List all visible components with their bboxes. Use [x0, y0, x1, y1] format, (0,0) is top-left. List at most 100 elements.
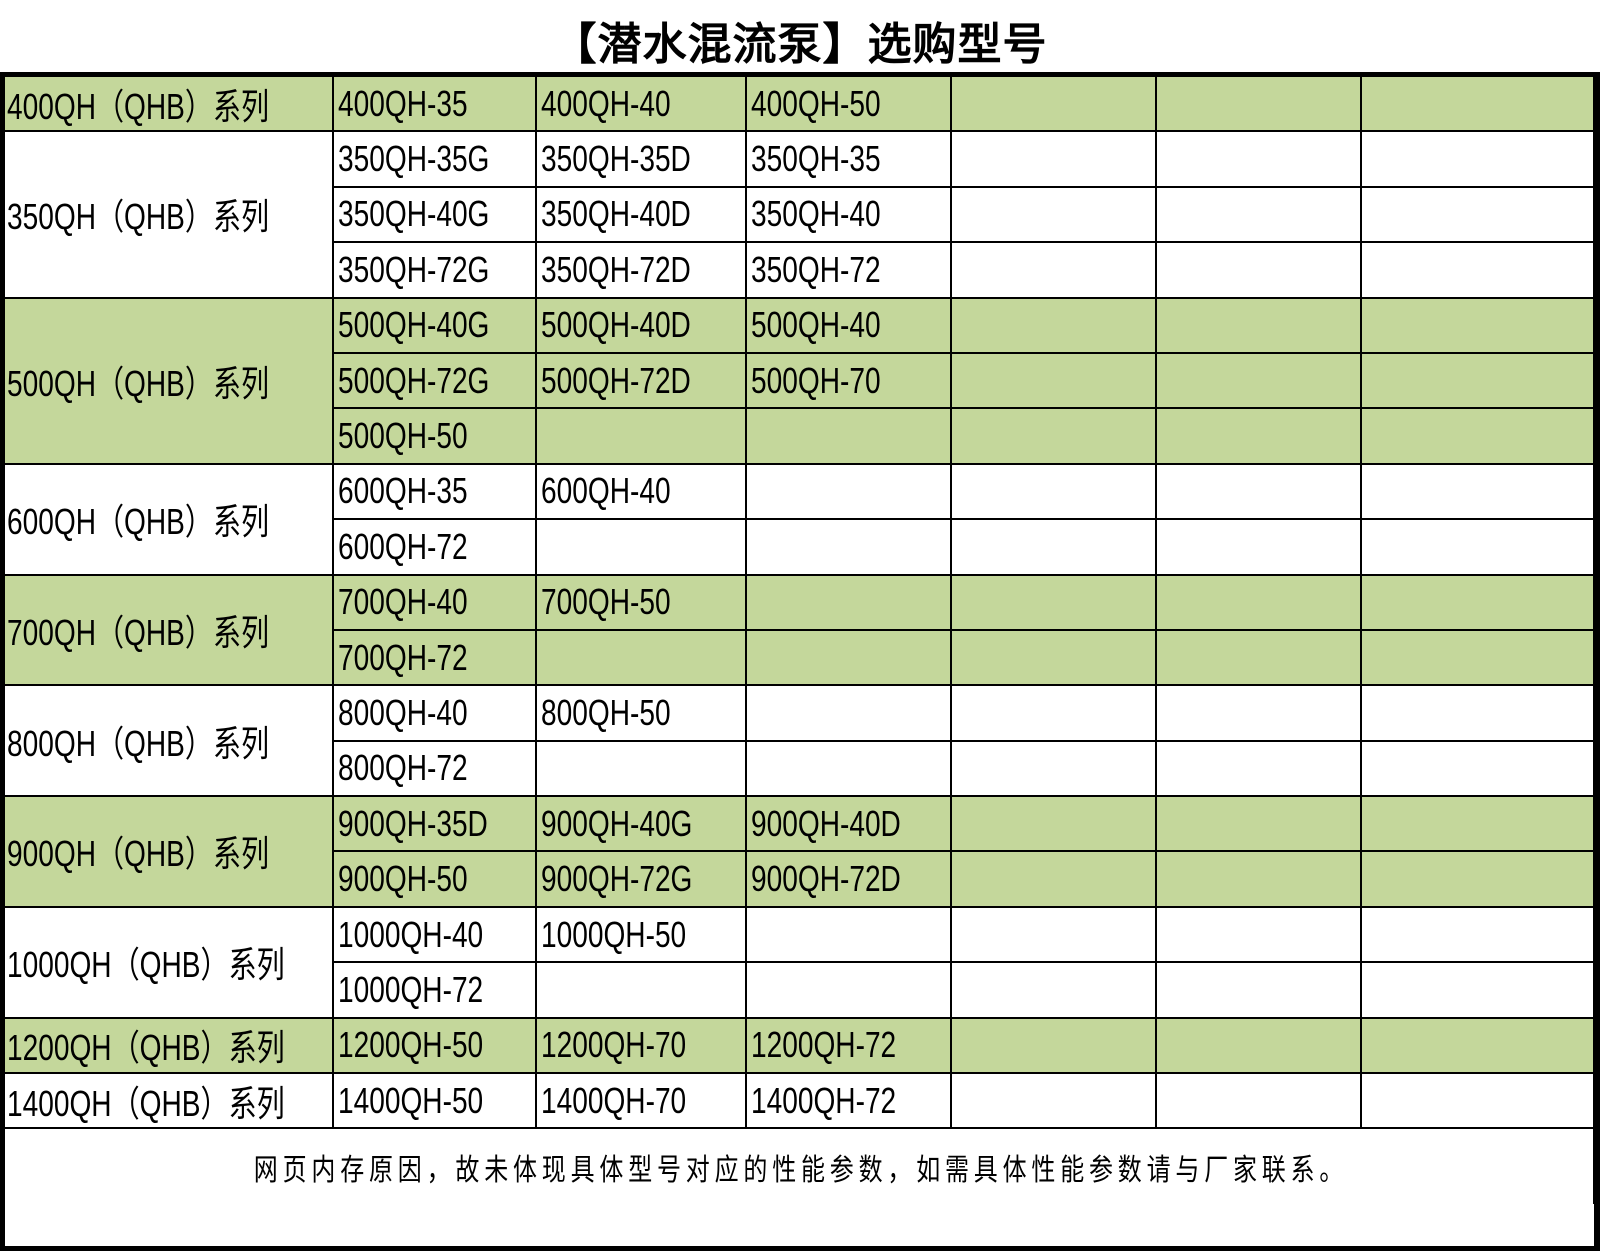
series-label: 800QH（QHB）系列: [5, 684, 334, 798]
series-label: 1200QH（QHB）系列: [5, 1016, 334, 1075]
model-cell: [1155, 628, 1362, 687]
model-name: 500QH-70: [751, 359, 881, 401]
table-row: 600QH-72: [5, 518, 1595, 576]
model-cell: [950, 241, 1157, 299]
model-cell: [1360, 1016, 1595, 1075]
series-label: 900QH（QHB）系列: [5, 795, 334, 908]
model-cell: 350QH-40D: [535, 185, 747, 244]
model-cell: [950, 518, 1157, 576]
table-row: 1200QH（QHB）系列 1200QH-50 1200QH-70 1200QH-72: [5, 1016, 1595, 1075]
model-name: 900QH-72G: [541, 858, 693, 900]
model-cell: 500QH-72G: [333, 351, 537, 410]
model-cell: [1155, 905, 1362, 964]
model-cell: 700QH-40: [332, 573, 537, 631]
series-label-text: 1400QH（QHB）系列: [7, 1082, 285, 1124]
model-cell: [1155, 462, 1362, 521]
model-cell: [950, 77, 1157, 133]
model-name: 500QH-50: [338, 415, 468, 457]
model-name: 600QH-40: [541, 470, 671, 512]
model-cell: 900QH-50: [333, 850, 537, 908]
model-cell: 900QH-35D: [332, 795, 537, 853]
model-cell: 1000QH-50: [535, 905, 747, 964]
model-cell: [1360, 905, 1595, 964]
model-cell: [1360, 241, 1595, 299]
model-cell: [950, 795, 1157, 853]
model-cell: 350QH-72G: [333, 241, 537, 299]
model-cell: 1000QH-40: [332, 905, 537, 964]
model-name: 1400QH-72: [751, 1079, 897, 1121]
model-cell: [950, 351, 1157, 410]
model-cell: [1360, 628, 1595, 687]
model-cell: [950, 684, 1157, 742]
model-name: 400QH-50: [751, 82, 881, 124]
model-cell: [1155, 518, 1362, 576]
model-name: 600QH-35: [338, 470, 468, 512]
model-name: 350QH-35G: [338, 138, 490, 180]
model-cell: [950, 407, 1157, 465]
model-name: 400QH-35: [338, 82, 468, 124]
model-cell: [535, 407, 747, 465]
table-row: 1400QH（QHB）系列 1400QH-50 1400QH-70 1400QH-72: [5, 1072, 1595, 1130]
series-label-text: 600QH（QHB）系列: [7, 501, 270, 543]
table-row: 500QH-50: [5, 407, 1595, 465]
model-cell: [950, 1016, 1157, 1075]
table-row: 500QH-72G 500QH-72D 500QH-70: [5, 351, 1595, 410]
model-cell: 800QH-72: [333, 739, 537, 798]
model-cell: [745, 961, 952, 1019]
model-cell: [1155, 850, 1362, 908]
model-name: 400QH-40: [541, 82, 671, 124]
model-cell: 350QH-35D: [535, 130, 747, 188]
series-label: 1400QH（QHB）系列: [5, 1072, 334, 1130]
model-name: 800QH-72: [338, 747, 468, 789]
model-cell: 700QH-72: [333, 628, 537, 687]
table-row: 700QH（QHB）系列 700QH-40 700QH-50: [5, 573, 1595, 687]
model-cell: 500QH-70: [745, 351, 952, 410]
model-cell: 1000QH-72: [333, 961, 537, 1019]
model-name: 900QH-40D: [751, 802, 901, 844]
model-cell: [950, 1072, 1157, 1130]
table-row: 900QH（QHB）系列 900QH-35D 900QH-40G 900QH-40D: [5, 795, 1595, 908]
model-name: 350QH-40G: [338, 193, 490, 235]
model-cell: [1155, 1072, 1362, 1130]
model-cell: [1155, 961, 1362, 1019]
model-cell: 400QH-40: [535, 77, 747, 133]
model-cell: [950, 961, 1157, 1019]
model-cell: [1360, 739, 1595, 798]
table-row: 500QH（QHB）系列 500QH-40G 500QH-40D 500QH-40: [5, 296, 1595, 465]
model-cell: 350QH-40: [745, 185, 952, 244]
model-cell: [1155, 739, 1362, 798]
model-cell: 600QH-40: [535, 462, 747, 521]
model-cell: 900QH-72G: [535, 850, 747, 908]
series-label-text: 900QH（QHB）系列: [7, 833, 270, 875]
model-name: 800QH-40: [338, 691, 468, 733]
model-name: 700QH-72: [338, 636, 468, 678]
model-cell: [1155, 684, 1362, 742]
model-cell: 900QH-72D: [745, 850, 952, 908]
footer-text: 网页内存原因，故未体现具体型号对应的性能参数，如需具体性能参数请与厂家联系。: [253, 1152, 1349, 1188]
model-cell: [1155, 573, 1362, 631]
model-cell: 1400QH-70: [535, 1072, 747, 1130]
model-cell: 500QH-50: [333, 407, 537, 465]
series-label-text: 1000QH（QHB）系列: [7, 944, 285, 986]
model-name: 350QH-35: [751, 138, 881, 180]
model-cell: [745, 462, 952, 521]
table-row: 350QH（QHB）系列 350QH-35G 350QH-35D 350QH-35: [5, 130, 1595, 299]
model-cell: 1200QH-72: [745, 1016, 952, 1075]
model-name: 350QH-72G: [338, 248, 490, 290]
series-label-text: 350QH（QHB）系列: [7, 196, 270, 238]
model-cell: [1155, 1016, 1362, 1075]
model-cell: [1360, 407, 1595, 465]
model-cell: 600QH-35: [332, 462, 537, 521]
model-cell: 1200QH-50: [332, 1016, 537, 1075]
model-cell: [1360, 351, 1595, 410]
model-name: 1000QH-72: [338, 968, 484, 1010]
model-cell: [950, 850, 1157, 908]
model-cell: 350QH-72: [745, 241, 952, 299]
model-cell: [950, 462, 1157, 521]
model-cell: [745, 739, 952, 798]
table-row: 350QH-40G 350QH-40D 350QH-40: [5, 185, 1595, 244]
model-name: 1400QH-50: [338, 1079, 484, 1121]
model-cell: [1360, 462, 1595, 521]
model-name: 500QH-72G: [338, 359, 490, 401]
model-cell: [1360, 684, 1595, 742]
